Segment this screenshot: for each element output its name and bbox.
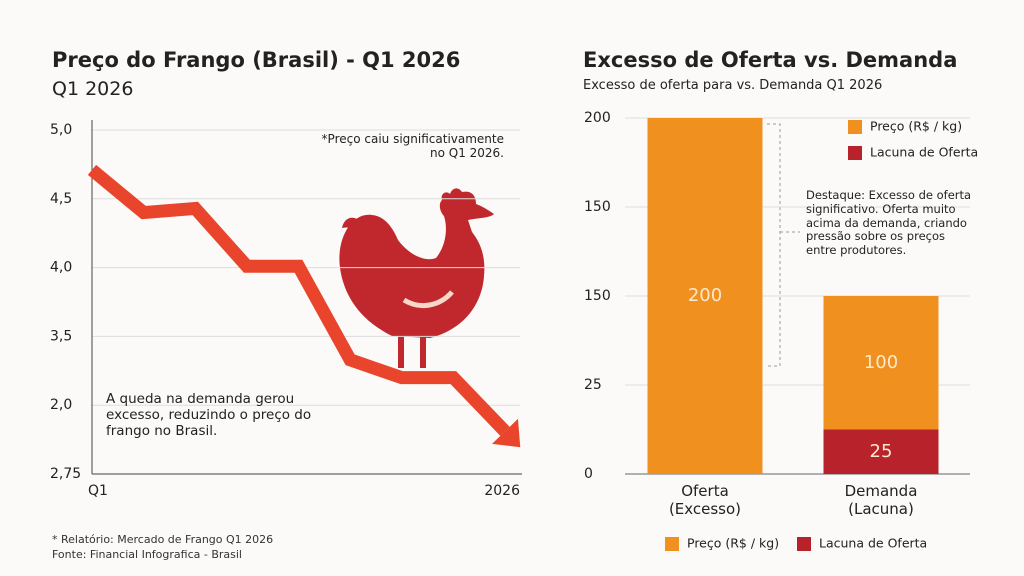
y-tick-label: 0: [584, 466, 593, 482]
chart-title: Excesso de Oferta vs. Demanda: [583, 48, 958, 72]
legend-label: Preço (R$ / kg): [687, 536, 779, 551]
callout-bracket: [767, 123, 800, 367]
y-tick-label: 2,0: [50, 397, 72, 413]
x-tick-label: Demanda (Lacuna): [844, 482, 918, 518]
legend-swatch: [797, 537, 811, 551]
chart-title: Preço do Frango (Brasil) - Q1 2026: [52, 48, 461, 72]
y-tick-label: 150: [584, 288, 611, 304]
price-line: [87, 164, 510, 436]
legend-swatch: [665, 537, 679, 551]
legend-swatch: [848, 146, 862, 160]
annotation: Destaque: Excesso de oferta significativ…: [806, 188, 972, 258]
annotation: *Preço caiu significativamente no Q1 202…: [321, 132, 504, 161]
x-tick-label: Q1: [88, 483, 108, 499]
footnote: * Relatório: Mercado de Frango Q1 2026: [52, 533, 273, 546]
legend-label: Lacuna de Oferta: [870, 145, 978, 160]
arrow-head: [492, 418, 521, 448]
x-tick-label: Oferta (Excesso): [668, 482, 742, 518]
y-tick-label: 200: [584, 110, 611, 126]
chicken-illustration: [339, 188, 494, 368]
y-tick-label: 4,5: [50, 191, 72, 207]
legend-label: Preço (R$ / kg): [870, 119, 962, 134]
legend-label: Lacuna de Oferta: [819, 536, 927, 551]
annotation: A queda na demanda gerou excesso, reduzi…: [106, 391, 312, 440]
y-tick-label: 25: [584, 377, 602, 393]
y-tick-label: 4,0: [50, 260, 72, 276]
bar-value-label: 25: [870, 441, 893, 462]
bar: [823, 429, 939, 474]
legend-swatch: [848, 120, 862, 134]
x-tick-label: 2026: [484, 483, 520, 499]
footnote: Fonte: Financial Infografica - Brasil: [52, 548, 242, 561]
bar-value-label: 200: [688, 285, 722, 306]
y-tick-label: 3,5: [50, 328, 72, 344]
y-tick-label: 150: [584, 199, 611, 215]
chart-subtitle: Q1 2026: [52, 78, 134, 100]
y-tick-label: 2,75: [50, 466, 81, 482]
chart-subtitle: Excesso de oferta para vs. Demanda Q1 20…: [583, 78, 883, 93]
bar-value-label: 100: [864, 352, 898, 373]
bar: [647, 118, 763, 474]
y-tick-label: 5,0: [50, 122, 72, 138]
